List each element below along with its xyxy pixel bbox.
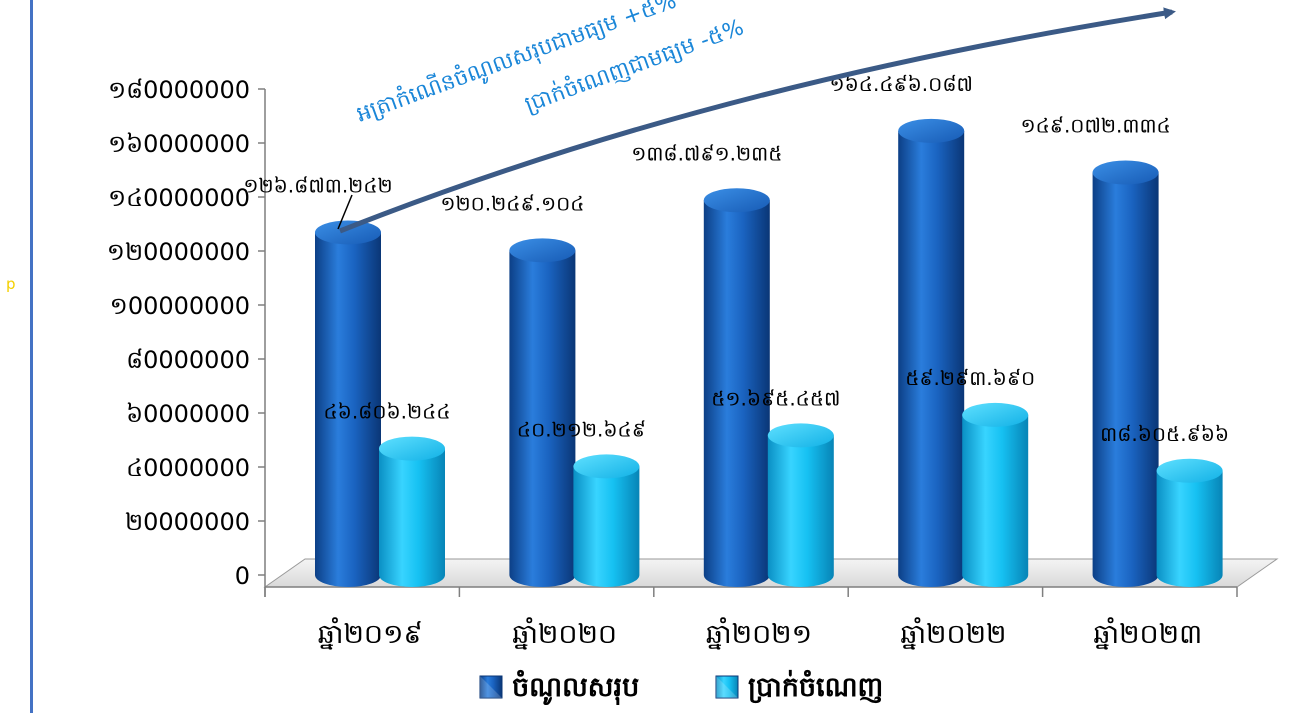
bar-body [573,466,640,587]
data-label: ៥១.៦៩៥.៤៥៧ [711,386,840,410]
bar-profit [1156,458,1223,587]
bar-body [898,130,965,587]
left-edge-bar [0,0,6,713]
x-category-label: ឆ្នាំ២០២៣ [1093,617,1202,650]
bar-top [573,454,640,479]
y-tick-label: ១00000000 [110,292,250,320]
stray-text: p [6,275,16,293]
x-category-label: ឆ្នាំ២០១៩ [318,617,423,650]
x-category-label: ឆ្នាំ២០២០ [512,617,617,650]
bar-body [509,250,576,587]
bar-top [767,423,834,448]
legend-label: ប្រាក់ចំណេញ [748,669,883,704]
y-tick-label: ២0000000 [125,508,250,536]
legend-swatch [715,675,739,699]
y-axis-ticks: 0 ២0000000 ៤0000000 ៦0000000 ៨0000000 ១000000… [107,76,265,590]
y-tick-label: ១៨0000000 [108,76,250,104]
bar-body [1092,172,1159,587]
leader-line [337,194,353,230]
bar-body [315,232,381,587]
bar-total-income [509,238,576,587]
data-label: ៣៨.៦០៥.៩៦៦ [1100,422,1229,446]
bar-top [898,118,965,143]
bar-profit [379,436,445,587]
y-tick-label: ១៤0000000 [108,184,250,212]
bar-top [509,238,576,263]
bar-body [767,435,834,587]
legend: ចំណូលសរុប ប្រាក់ចំណេញ [479,669,883,706]
y-tick-label: 0 [235,562,250,590]
bar-total-income [898,118,965,587]
bar-top [1092,160,1159,185]
bar-body [379,448,445,587]
data-label: ១៣៨.៧៩១.២៣៥ [631,141,782,165]
data-label: ១២០.២៤៩.១០៤ [440,191,584,215]
bar-total-income [1092,160,1159,587]
bar-profit [573,454,640,587]
growth-annotation-line-2: ប្រាក់ចំណេញជាមធ្យម -៥% [521,13,747,117]
legend-swatch [479,675,503,699]
legend-swatch-bevel [480,676,502,698]
data-label: ៤៦.៨០៦.២៤៤ [324,400,451,424]
left-accent-line [30,0,33,713]
bar-body [962,414,1029,587]
x-category-label: ឆ្នាំ២០២២ [900,617,1006,650]
bar-total-income [703,188,770,587]
x-axis-categories: ឆ្នាំ២០១៩ ឆ្នាំ២០២០ ឆ្នាំ២០២១ ឆ្នាំ២០២២ ឆ្នា… [264,587,1238,650]
bar-body [703,200,770,587]
bar-total-income [315,220,381,587]
data-label: ១៤៩.០៧២.៣៣៤ [1020,114,1170,138]
bar-profit [767,423,834,587]
bar-top [379,436,445,461]
bar-top [315,220,381,245]
legend-label: ចំណូលសរុប [512,669,639,706]
growth-arrow [339,7,1176,234]
bar-top [962,402,1029,427]
bar-top [703,188,770,213]
y-tick-label: ១៦0000000 [108,130,250,158]
data-label: ១២៦.៨៧៣.២៤២ [243,173,392,197]
bar-top [1156,458,1223,483]
data-label: ៥៩.២៩៣.៦៩០ [905,366,1035,390]
data-label: ១៦៤.៤៩៦.០៨៧ [830,72,973,96]
x-category-label: ឆ្នាំ២០២១ [706,617,812,650]
y-tick-label: ១២0000000 [107,238,250,266]
y-tick-label: ៦0000000 [126,400,250,428]
legend-swatch-bevel [716,676,738,698]
data-label: ៤០.២១២.៦៤៩ [517,417,646,441]
bar-profit [962,402,1029,587]
y-tick-label: ៨0000000 [126,346,250,374]
bar-body [1156,470,1223,587]
y-tick-label: ៤0000000 [126,454,250,482]
bars [315,118,1223,587]
